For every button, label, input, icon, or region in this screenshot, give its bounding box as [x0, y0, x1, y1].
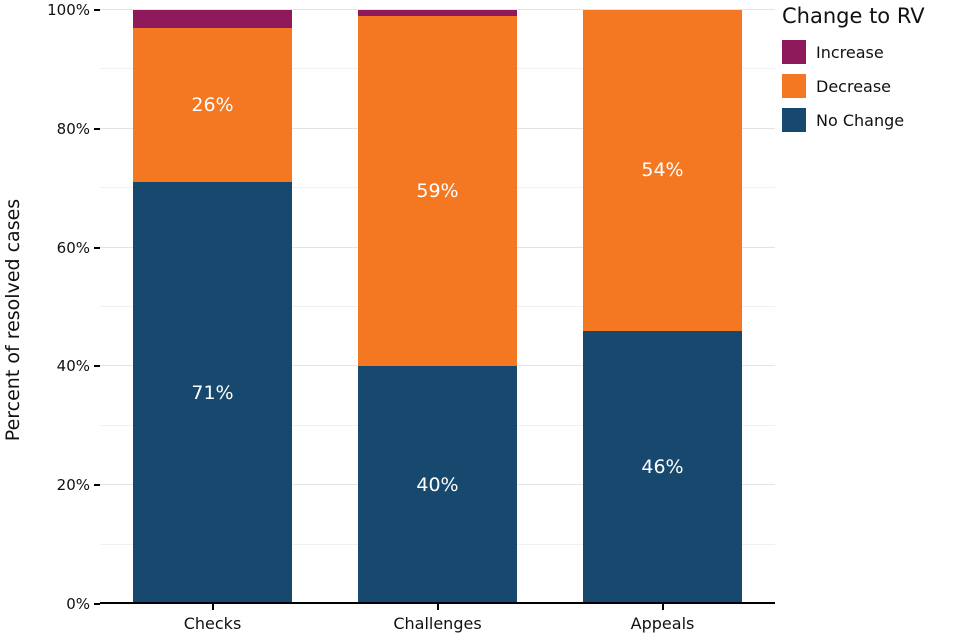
x-tick-mark [211, 604, 214, 610]
x-tick-mark [436, 604, 439, 610]
x-axis-label-challenges: Challenges [393, 614, 482, 633]
segment-increase [358, 10, 517, 16]
plot-area: 0% 20% 40% 60% 80% 100% 71% 26% Checks 40% 59% Chal… [47, 1, 775, 633]
segment-increase [133, 10, 292, 28]
segment-value-label: 54% [641, 159, 684, 182]
legend-swatch [782, 40, 806, 64]
y-tick-mark [94, 127, 100, 130]
y-tick-mark [94, 246, 100, 249]
legend-swatch [782, 108, 806, 132]
legend-item-decrease: Decrease [782, 74, 952, 98]
y-tick-label: 20% [56, 476, 90, 495]
bar-appeals: 46% 54% Appeals [583, 10, 742, 633]
legend-label: Decrease [816, 76, 892, 96]
y-tick-label: 60% [56, 238, 90, 257]
segment-value-label: 71% [191, 382, 234, 405]
legend-item-no-change: No Change [782, 108, 952, 132]
segment-decrease: 26% [133, 27, 292, 183]
segment-no-change: 71% [133, 182, 292, 604]
segment-value-label: 26% [191, 94, 234, 117]
y-tick-label: 0% [66, 595, 90, 613]
y-tick-mark [94, 365, 100, 368]
segment-decrease: 59% [358, 15, 517, 367]
segment-value-label: 59% [416, 180, 459, 203]
y-tick-mark [94, 484, 100, 487]
bar-challenges: 40% 59% Challenges [358, 10, 517, 633]
y-tick-label: 80% [56, 119, 90, 138]
bar-checks: 71% 26% Checks [133, 10, 292, 633]
legend-swatch [782, 74, 806, 98]
legend-title: Change to RV [782, 4, 925, 28]
y-axis-title-text: Percent of resolved cases [2, 198, 24, 442]
segment-decrease: 54% [583, 10, 742, 331]
x-axis-label-checks: Checks [183, 614, 242, 633]
x-tick-mark [661, 604, 664, 610]
legend: Change to RV Increase Decrease No Change [782, 4, 952, 142]
segment-no-change: 46% [583, 330, 742, 604]
y-axis-title: Percent of resolved cases [2, 199, 24, 441]
gridline [100, 9, 775, 10]
y-tick-mark [94, 9, 100, 11]
segment-value-label: 40% [416, 474, 459, 497]
y-tick-label: 40% [56, 357, 90, 376]
y-tick-label: 100% [47, 1, 90, 19]
x-axis-line [100, 602, 775, 604]
y-tick-mark [94, 603, 100, 605]
legend-label: Increase [816, 42, 884, 62]
x-axis-label-appeals: Appeals [630, 614, 695, 633]
segment-value-label: 46% [641, 456, 684, 479]
legend-item-increase: Increase [782, 40, 952, 64]
legend-label: No Change [816, 110, 905, 130]
segment-no-change: 40% [358, 366, 517, 604]
